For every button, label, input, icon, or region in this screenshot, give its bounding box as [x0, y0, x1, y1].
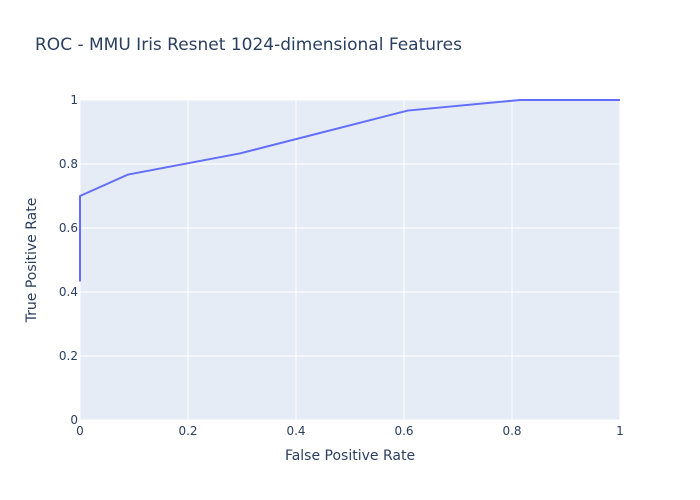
plot-area [80, 100, 620, 420]
y-tick-label: 0.2 [59, 349, 78, 363]
y-tick-label: 0.4 [59, 285, 78, 299]
y-tick-label: 0.6 [59, 221, 78, 235]
x-tick-label: 0.6 [394, 424, 413, 438]
y-axis-title: True Positive Rate [24, 198, 40, 324]
series-line-0 [79, 99, 620, 282]
x-axis-ticks: 0 0.2 0.4 0.6 0.8 1 [76, 424, 624, 438]
x-axis-title: False Positive Rate [285, 448, 415, 464]
chart-title: ROC - MMU Iris Resnet 1024-dimensional F… [35, 35, 462, 55]
x-tick-label: 0.2 [178, 424, 197, 438]
series-layer [79, 99, 620, 282]
grid-lines [79, 99, 621, 421]
y-tick-label: 1 [70, 93, 78, 107]
y-tick-label: 0.8 [59, 157, 78, 171]
y-tick-label: 0 [70, 413, 78, 427]
y-axis-ticks: 0 0.2 0.4 0.6 0.8 1 [59, 93, 78, 427]
x-tick-label: 1 [616, 424, 624, 438]
x-tick-label: 0.4 [286, 424, 305, 438]
x-tick-label: 0.8 [502, 424, 521, 438]
x-tick-label: 0 [76, 424, 84, 438]
